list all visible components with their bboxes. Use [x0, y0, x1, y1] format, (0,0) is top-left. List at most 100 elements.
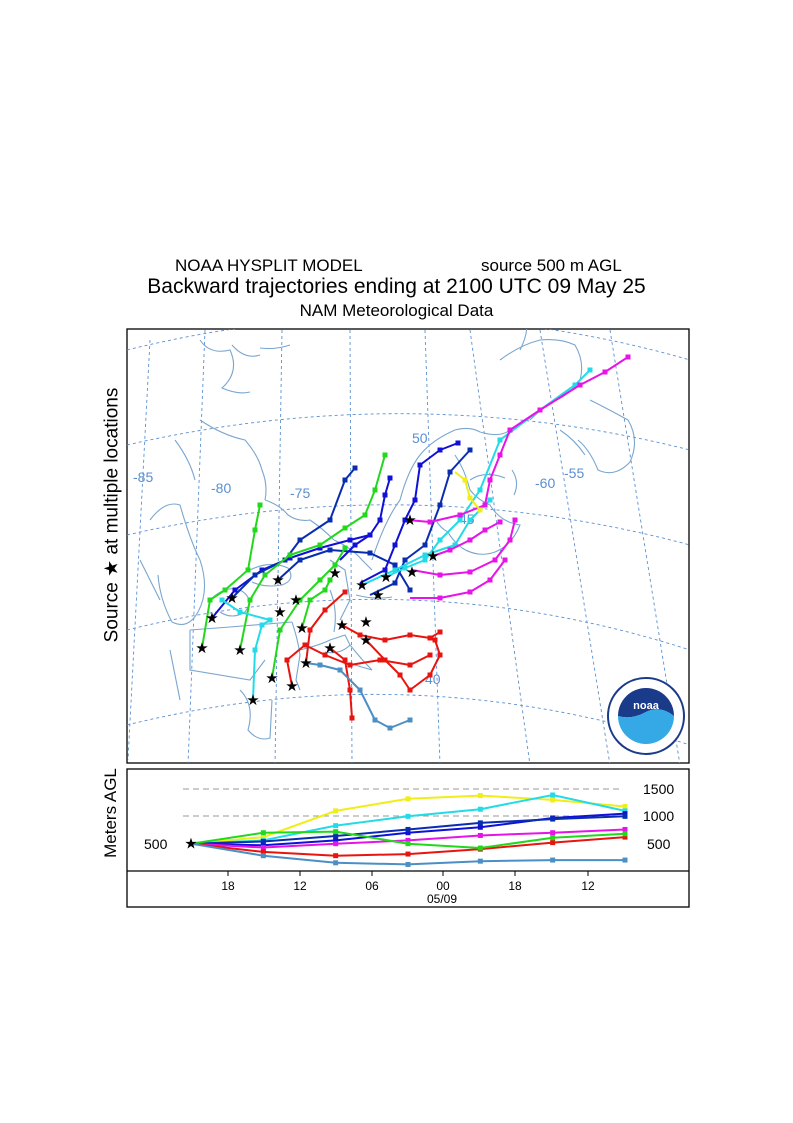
- height-marker: [477, 845, 483, 851]
- height-marker: [622, 813, 628, 819]
- trajectory-marker: [392, 567, 398, 573]
- trajectory-marker: [482, 527, 488, 533]
- trajectory-marker: [437, 572, 443, 578]
- trajectory-marker: [287, 552, 293, 558]
- height-marker: [333, 853, 339, 859]
- trajectory-marker: [362, 512, 368, 518]
- source-star: ★: [359, 614, 372, 631]
- model-name: NOAA HYSPLIT MODEL: [175, 256, 363, 275]
- trajectory-marker: [447, 547, 453, 553]
- trajectory-marker: [382, 637, 388, 643]
- lon-label-85: -85: [133, 469, 153, 485]
- trajectory-marker: [287, 555, 293, 561]
- trajectory-marker: [497, 452, 503, 458]
- x-tick-label: 06: [365, 879, 379, 893]
- height-marker: [260, 853, 266, 859]
- height-marker: [333, 841, 339, 847]
- trajectory-marker: [367, 532, 373, 538]
- trajectory-marker: [467, 517, 473, 523]
- trajectory-red-14: [305, 591, 346, 664]
- trajectory-marker: [277, 627, 283, 633]
- trajectory-marker: [317, 545, 323, 551]
- trajectory-marker: [407, 632, 413, 638]
- trajectory-blue-3: [359, 442, 459, 584]
- height-marker: [405, 837, 411, 843]
- trajectory-marker: [512, 517, 518, 523]
- trajectory-marker: [437, 502, 443, 508]
- trajectory-marker: [412, 497, 418, 503]
- trajectory-marker: [455, 440, 461, 446]
- trajectory-marker: [352, 465, 358, 471]
- trajectory-marker: [422, 542, 428, 548]
- height-marker: [405, 830, 411, 836]
- trajectory-marker: [382, 567, 388, 573]
- trajectory-marker: [427, 672, 433, 678]
- trajectory-marker: [259, 567, 265, 573]
- trajectory-marker: [437, 595, 443, 601]
- source-star: ★: [271, 572, 284, 589]
- trajectory-marker: [297, 537, 303, 543]
- height-marker: [550, 835, 556, 841]
- trajectory-marker: [284, 657, 290, 663]
- x-tick-label: 12: [581, 879, 595, 893]
- trajectory-marker: [407, 662, 413, 668]
- source-star: ★: [328, 565, 341, 582]
- source-star: ★: [403, 512, 416, 529]
- lon-label-80: -80: [211, 480, 231, 496]
- trajectory-marker: [382, 452, 388, 458]
- trajectory-marker: [307, 627, 313, 633]
- trajectory-marker: [377, 657, 383, 663]
- x-tick-label: 18: [508, 879, 522, 893]
- trajectory-marker: [502, 557, 508, 563]
- source-star: ★: [371, 587, 384, 604]
- trajectory-marker: [447, 469, 453, 475]
- trajectory-marker: [432, 637, 438, 643]
- trajectory-marker: [342, 477, 348, 483]
- trajectory-marker: [602, 369, 608, 375]
- height-marker: [622, 831, 628, 837]
- trajectory-magenta-22: [407, 356, 629, 523]
- trajectory-green-9: [301, 579, 331, 629]
- lon-label-60: -60: [535, 475, 555, 491]
- trajectory-marker: [247, 597, 253, 603]
- x-tick-label: 18: [221, 879, 235, 893]
- trajectory-marker: [497, 437, 503, 443]
- height-marker: [333, 860, 339, 866]
- trajectory-marker: [437, 652, 443, 658]
- trajectory-marker: [322, 607, 328, 613]
- source-star: ★: [225, 590, 238, 607]
- trajectory-marker: [342, 589, 348, 595]
- trajectory-marker: [382, 492, 388, 498]
- trajectory-marker: [372, 487, 378, 493]
- trajectory-marker: [457, 517, 463, 523]
- trajectory-marker: [377, 517, 383, 523]
- trajectory-marker: [507, 427, 513, 433]
- height-x-ticks: 18 12 06 00 18 12: [221, 871, 595, 893]
- trajectory-marker: [297, 557, 303, 563]
- height-marker: [333, 837, 339, 843]
- height-marker: [477, 824, 483, 830]
- trajectory-marker: [427, 652, 433, 658]
- height-marker: [333, 833, 339, 839]
- height-panel-frame: [126, 768, 690, 908]
- height-marker: [405, 826, 411, 832]
- height-marker: [260, 844, 266, 850]
- trajectory-marker: [207, 597, 213, 603]
- lat-label-40: 40: [425, 671, 441, 687]
- trajectory-marker: [252, 647, 258, 653]
- lat-lon-grid: [127, 329, 689, 763]
- height-source-star: ★: [184, 836, 197, 853]
- height-marker: [477, 806, 483, 812]
- map-frame: [126, 328, 690, 764]
- trajectory-marker: [317, 542, 323, 548]
- trajectory-marker: [307, 597, 313, 603]
- x-tick-label: 12: [293, 879, 307, 893]
- source-star: ★: [355, 577, 368, 594]
- source-star: ★: [335, 617, 348, 634]
- trajectory-cyan-11: [385, 369, 591, 578]
- ytick-left-500: 500: [144, 836, 168, 852]
- trajectory-marker: [467, 569, 473, 575]
- trajectory-marker: [367, 550, 373, 556]
- trajectory-marker: [347, 662, 353, 668]
- trajectory-marker: [327, 517, 333, 523]
